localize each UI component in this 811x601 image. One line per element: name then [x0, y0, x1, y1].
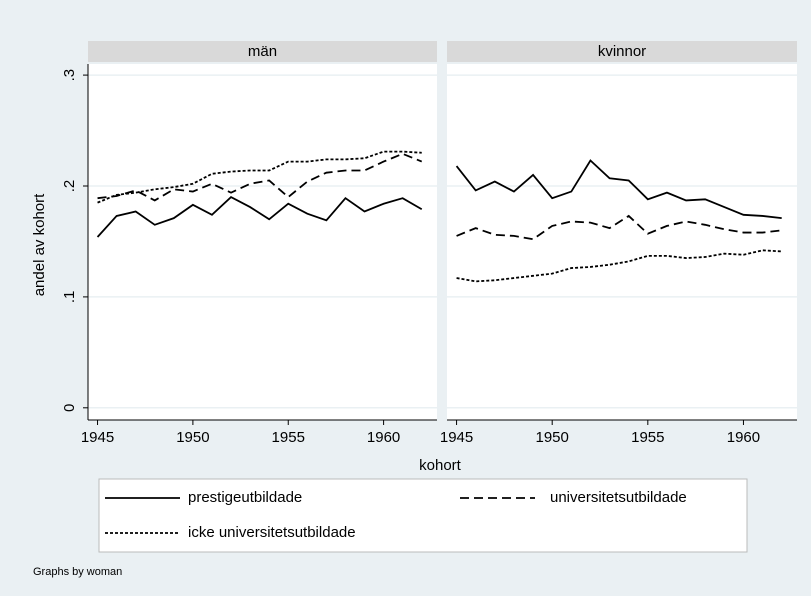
note: Graphs by woman	[33, 566, 122, 578]
line	[456, 214, 782, 241]
y-tick-label: .3	[61, 69, 78, 82]
x-tick-label: 1955	[272, 429, 305, 446]
y-tick-label: .2	[61, 180, 78, 193]
line	[97, 150, 422, 204]
y-tick-label: 0	[61, 404, 78, 412]
plot-area	[88, 64, 437, 420]
x-tick-label: 1945	[81, 429, 114, 446]
x-tick-label: 1945	[440, 429, 473, 446]
line	[97, 152, 423, 202]
legend-label: universitetsutbildade	[550, 489, 687, 506]
x-tick-label: 1960	[727, 429, 760, 446]
panel-title: kvinnor	[598, 43, 646, 60]
x-tick-label: 1955	[631, 429, 664, 446]
legend-label: prestigeutbildade	[188, 489, 302, 506]
x-tick-label: 1960	[367, 429, 400, 446]
y-axis-label: andel av kohort	[31, 193, 48, 296]
y-tick-label: .1	[61, 291, 78, 304]
line	[455, 159, 782, 220]
line	[96, 195, 423, 238]
panel-title: män	[248, 43, 277, 60]
strip	[88, 41, 437, 62]
x-tick-label: 1950	[176, 429, 209, 446]
plot-area	[447, 64, 797, 420]
x-axis-label: kohort	[419, 457, 462, 474]
legend-label: icke universitetsutbildade	[188, 524, 356, 541]
x-tick-label: 1950	[536, 429, 569, 446]
strip	[447, 41, 797, 62]
legend-box	[98, 478, 748, 553]
